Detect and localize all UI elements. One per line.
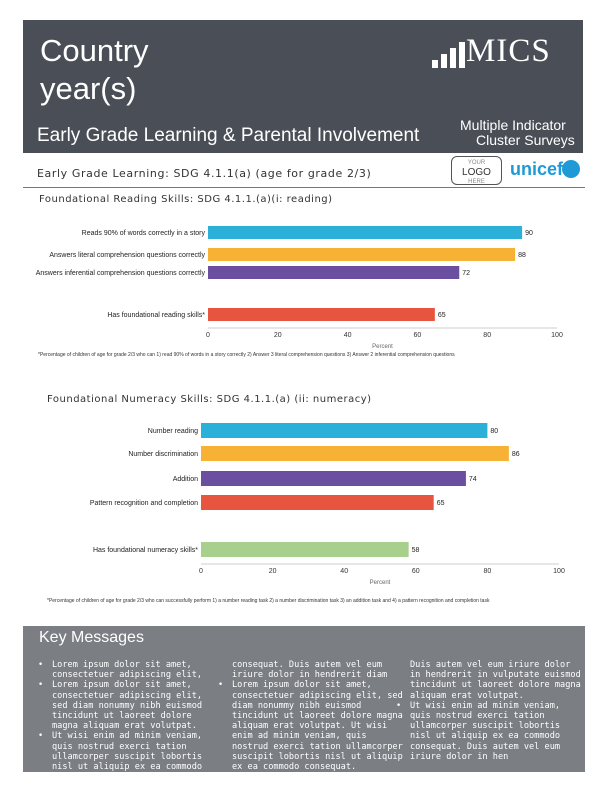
key-item: Lorem ipsum dolor sit amet, consectetuer…	[38, 660, 218, 680]
year-label: year(s)	[40, 71, 137, 106]
bar	[208, 226, 523, 239]
bar	[201, 542, 409, 557]
numeracy-chart: Number reading 80 Number discrimination 86 A…	[90, 423, 565, 586]
mics-bars-icon	[432, 42, 466, 68]
key-list-2: Lorem ipsum dolor sit amet, consectetuer…	[218, 680, 403, 772]
mics-full-name: Multiple Indicator Cluster Surveys	[460, 118, 578, 148]
tick-label: 0	[206, 332, 210, 339]
tick-label: 0	[199, 568, 203, 575]
key-messages-title: Key Messages	[39, 629, 144, 646]
category-label: Has foundational reading skills*	[107, 312, 205, 319]
tick-label: 40	[340, 568, 348, 575]
category-label: Number reading	[148, 428, 198, 435]
tick-label: 20	[274, 332, 282, 339]
tick-label: 100	[551, 332, 563, 339]
mics-full-line2: Cluster Surveys	[476, 132, 575, 148]
section-divider	[23, 187, 585, 188]
key-column-2: consequat. Duis autem vel eum iriure dol…	[218, 660, 403, 772]
bar	[208, 266, 460, 279]
bar	[201, 423, 488, 438]
reading-footnote: *Percentage of children of age for grade…	[38, 352, 455, 358]
data-label: 80	[490, 428, 498, 435]
key-list-3: Ut wisi enim ad minim veniam, quis nostr…	[396, 701, 581, 762]
category-label: Has foundational numeracy skills*	[93, 547, 198, 554]
tick-label: 40	[344, 332, 352, 339]
key-item: Lorem ipsum dolor sit amet, consectetuer…	[38, 680, 218, 731]
category-label: Addition	[173, 476, 198, 483]
bar	[201, 471, 466, 486]
tick-label: 80	[483, 332, 491, 339]
numeracy-footnote: *Percentage of children of age for grade…	[47, 598, 490, 604]
bar	[208, 248, 516, 261]
mics-logo: MICS	[466, 33, 551, 69]
page-title: Country year(s)	[40, 32, 149, 108]
category-label: Reads 90% of words correctly in a story	[82, 230, 206, 237]
your-logo-placeholder: YOUR LOGO HERE	[451, 156, 502, 185]
page-subtitle: Early Grade Learning & Parental Involvem…	[37, 125, 420, 146]
category-label: Answers inferential comprehension questi…	[36, 270, 206, 277]
x-axis-title: Percent	[370, 580, 391, 586]
key-paragraph: consequat. Duis autem vel eum iriure dol…	[232, 660, 388, 681]
tick-label: 80	[484, 568, 492, 575]
key-item: Ut wisi enim ad minim veniam, quis nostr…	[38, 731, 218, 772]
numeracy-title: Foundational Numeracy Skills: SDG 4.1.1.…	[47, 394, 372, 405]
key-column-1: Lorem ipsum dolor sit amet, consectetuer…	[38, 660, 218, 772]
data-label: 88	[518, 252, 526, 259]
data-label: 74	[469, 476, 477, 483]
tick-label: 60	[414, 332, 422, 339]
your-logo-line3: HERE	[468, 179, 485, 185]
section-title: Early Grade Learning: SDG 4.1.1(a) (age …	[37, 167, 372, 180]
key-column-3: Duis autem vel eum iriure dolor in hendr…	[396, 660, 581, 762]
category-label: Number discrimination	[128, 451, 198, 458]
data-label: 86	[512, 451, 520, 458]
key-item: Lorem ipsum dolor sit amet, consectetuer…	[218, 680, 403, 772]
reading-chart: Reads 90% of words correctly in a story 9…	[36, 226, 563, 350]
header-banner	[23, 20, 583, 153]
reading-title: Foundational Reading Skills: SDG 4.1.1.(…	[39, 194, 333, 205]
unicef-logo: unicef	[510, 159, 564, 179]
tick-label: 60	[412, 568, 420, 575]
tick-label: 100	[553, 568, 565, 575]
data-label: 58	[412, 547, 420, 554]
x-axis-title: Percent	[372, 344, 393, 350]
tick-label: 20	[269, 568, 277, 575]
unicef-emblem-icon	[562, 160, 580, 178]
your-logo-line1: YOUR	[467, 160, 486, 166]
key-paragraph: Duis autem vel eum iriure dolor in hendr…	[410, 660, 581, 701]
country-label: Country	[40, 33, 149, 68]
key-list-1: Lorem ipsum dolor sit amet, consectetuer…	[38, 660, 218, 772]
key-item: Ut wisi enim ad minim veniam, quis nostr…	[396, 701, 581, 762]
data-label: 90	[525, 230, 533, 237]
mics-full-line1: Multiple Indicator	[460, 117, 566, 133]
your-logo-line2: LOGO	[462, 167, 491, 178]
bar	[208, 308, 435, 321]
data-label: 65	[438, 312, 446, 319]
category-label: Pattern recognition and completion	[90, 500, 198, 507]
bar	[201, 446, 509, 461]
data-label: 72	[462, 270, 470, 277]
category-label: Answers literal comprehension questions …	[49, 252, 205, 259]
data-label: 65	[437, 500, 445, 507]
bar	[201, 495, 434, 510]
